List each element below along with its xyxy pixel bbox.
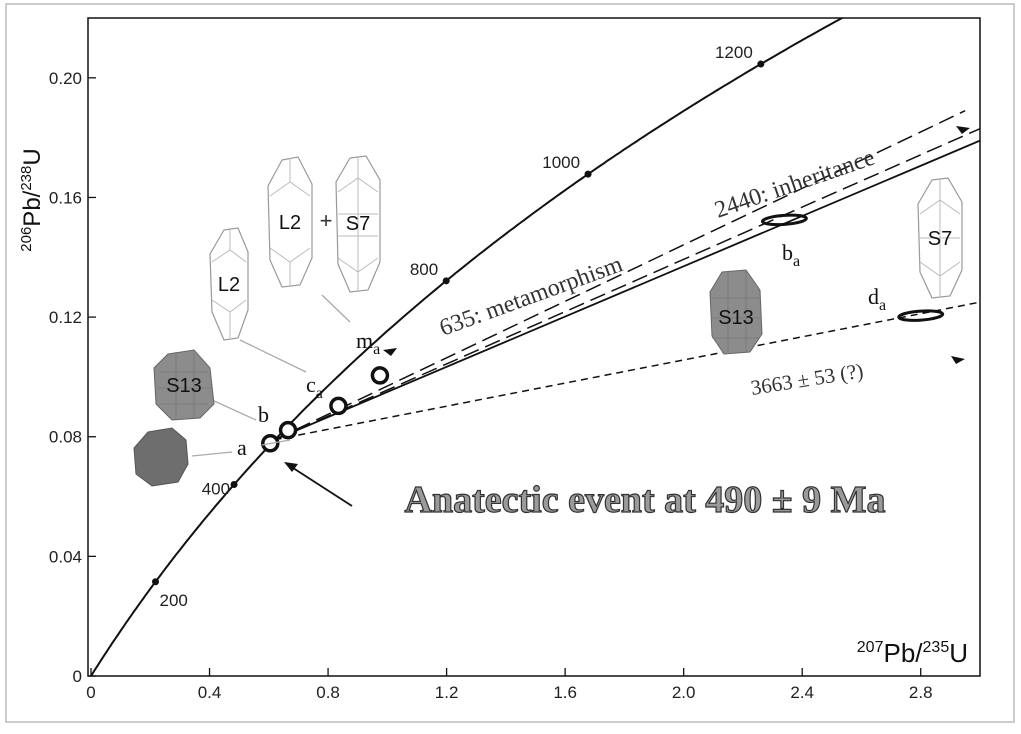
axis-ticks: 0 0.4 0.8 1.2 1.6 2.0 2.4 2.8 0 0.04 0.08 0.12 0.16 0… xyxy=(49,69,933,702)
y-label-main2: U xyxy=(19,148,46,165)
point-label-ca: ca xyxy=(306,372,323,402)
discordia-line-0 xyxy=(274,110,966,441)
y-label-pre2: 238 xyxy=(18,166,35,191)
point-ellipse-5 xyxy=(897,309,945,322)
age-label-4: 1200 xyxy=(715,43,753,62)
grain-s13-right: S13 xyxy=(709,269,763,355)
label-3663: 3663 ± 53 (?) xyxy=(749,358,865,399)
point-ring-3 xyxy=(370,366,390,385)
point-label-b: b xyxy=(258,402,269,427)
x-tick-label-5: 2.0 xyxy=(672,683,696,702)
svg-text:206Pb/238U: 206Pb/238U xyxy=(18,148,46,251)
age-dot-3 xyxy=(584,170,592,178)
grain-l2-small: L2 xyxy=(209,227,249,341)
concordia-age-marks: 200 400 800 1000 1200 xyxy=(152,43,765,610)
svg-text:207Pb/235U: 207Pb/235U xyxy=(857,638,968,668)
y-label-main: Pb/ xyxy=(19,190,46,226)
ma-sub: a xyxy=(373,341,380,358)
ba-letter: b xyxy=(782,240,793,265)
y-tick-label-0: 0 xyxy=(73,667,82,686)
x-tick-label-7: 2.8 xyxy=(909,683,933,702)
age-dot-4 xyxy=(757,60,765,68)
da-sub: a xyxy=(879,297,886,314)
x-label-pre2: 235 xyxy=(923,639,950,656)
age-dot-1 xyxy=(230,481,238,489)
y-tick-label-2: 0.08 xyxy=(49,428,82,447)
da-letter: d xyxy=(868,284,879,309)
point-ellipse-4 xyxy=(760,213,808,227)
intercept-arrow xyxy=(289,465,353,507)
arrow-3663 xyxy=(951,356,965,364)
ba-sub: a xyxy=(793,253,800,270)
grain-label-l2-small: L2 xyxy=(218,274,240,296)
grain-s7-right: S7 xyxy=(917,177,963,299)
x-label-main2: U xyxy=(949,638,968,668)
x-tick-label-3: 1.2 xyxy=(435,683,459,702)
point-ring-1 xyxy=(278,420,298,440)
age-label-1: 400 xyxy=(202,480,230,499)
discordia-line-1 xyxy=(274,127,980,441)
x-label-main: Pb/ xyxy=(883,638,923,668)
y-tick-label-1: 0.04 xyxy=(49,547,82,566)
point-label-da: da xyxy=(868,284,886,314)
grain-l2-large: L2 xyxy=(267,156,313,288)
x-tick-label-4: 1.6 xyxy=(553,683,577,702)
grain-s13-left: S13 xyxy=(153,349,215,421)
point-label-ma: ma xyxy=(356,328,380,358)
x-axis-label: 207Pb/235U xyxy=(857,638,968,668)
y-axis-label: 206Pb/238U xyxy=(18,148,46,251)
chart-title: Anatectic event at 490 ± 9 Ma xyxy=(405,479,886,521)
x-tick-label-2: 0.8 xyxy=(316,683,340,702)
ma-letter: m xyxy=(356,328,373,353)
x-tick-label-6: 2.4 xyxy=(790,683,814,702)
grain-label-s13-right: S13 xyxy=(718,307,754,329)
age-dot-2 xyxy=(442,277,450,285)
y-label-pre: 206 xyxy=(18,227,35,252)
age-label-2: 800 xyxy=(410,260,438,279)
intercept-arrowhead xyxy=(284,462,298,472)
ca-sub: a xyxy=(316,385,323,402)
grain-dark-round xyxy=(133,427,189,487)
plus-sign: + xyxy=(320,208,333,233)
age-label-0: 200 xyxy=(160,591,188,610)
point-label-ba: ba xyxy=(782,240,800,270)
x-tick-label-0: 0 xyxy=(86,683,95,702)
y-tick-label-3: 0.12 xyxy=(49,308,82,327)
age-dot-0 xyxy=(152,578,160,586)
arrow-metamorphism xyxy=(383,348,397,356)
point-label-a: a xyxy=(237,435,247,460)
discordia-line-2 xyxy=(274,139,980,441)
point-ring-2 xyxy=(329,396,348,416)
data-points xyxy=(261,213,945,453)
y-tick-label-4: 0.16 xyxy=(49,188,82,207)
grain-label-s13-left: S13 xyxy=(166,375,202,397)
x-tick-label-1: 0.4 xyxy=(198,683,222,702)
ca-letter: c xyxy=(306,372,316,397)
y-tick-label-5: 0.20 xyxy=(49,69,82,88)
discordia-lines xyxy=(274,110,980,441)
arrow-inheritance xyxy=(956,126,970,134)
grain-label-l2-large: L2 xyxy=(279,212,301,234)
grain-label-s7-right: S7 xyxy=(928,228,952,250)
grain-leaders xyxy=(191,294,351,457)
age-label-3: 1000 xyxy=(542,153,580,172)
grain-s7-top: S7 xyxy=(335,155,381,293)
outer-border xyxy=(5,3,1015,723)
x-label-pre: 207 xyxy=(857,639,884,656)
grain-label-s7-top: S7 xyxy=(346,213,370,235)
plot-frame xyxy=(87,17,981,677)
concordia-curve xyxy=(90,18,845,676)
